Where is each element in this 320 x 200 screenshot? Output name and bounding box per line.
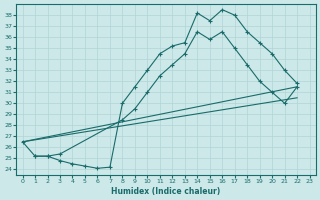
- X-axis label: Humidex (Indice chaleur): Humidex (Indice chaleur): [111, 187, 221, 196]
